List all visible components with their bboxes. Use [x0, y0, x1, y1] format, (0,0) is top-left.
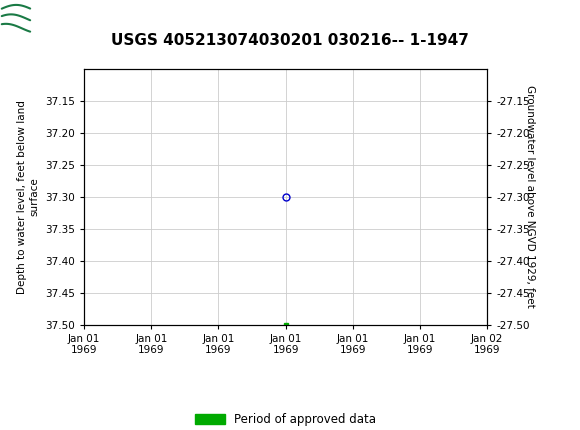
Text: USGS 405213074030201 030216-- 1-1947: USGS 405213074030201 030216-- 1-1947 [111, 34, 469, 48]
Legend: Period of approved data: Period of approved data [195, 413, 376, 426]
Text: USGS: USGS [61, 10, 116, 28]
Y-axis label: Depth to water level, feet below land
surface: Depth to water level, feet below land su… [17, 100, 39, 294]
Bar [1, 3, 56, 35]
Y-axis label: Groundwater level above NGVD 1929, feet: Groundwater level above NGVD 1929, feet [525, 85, 535, 308]
